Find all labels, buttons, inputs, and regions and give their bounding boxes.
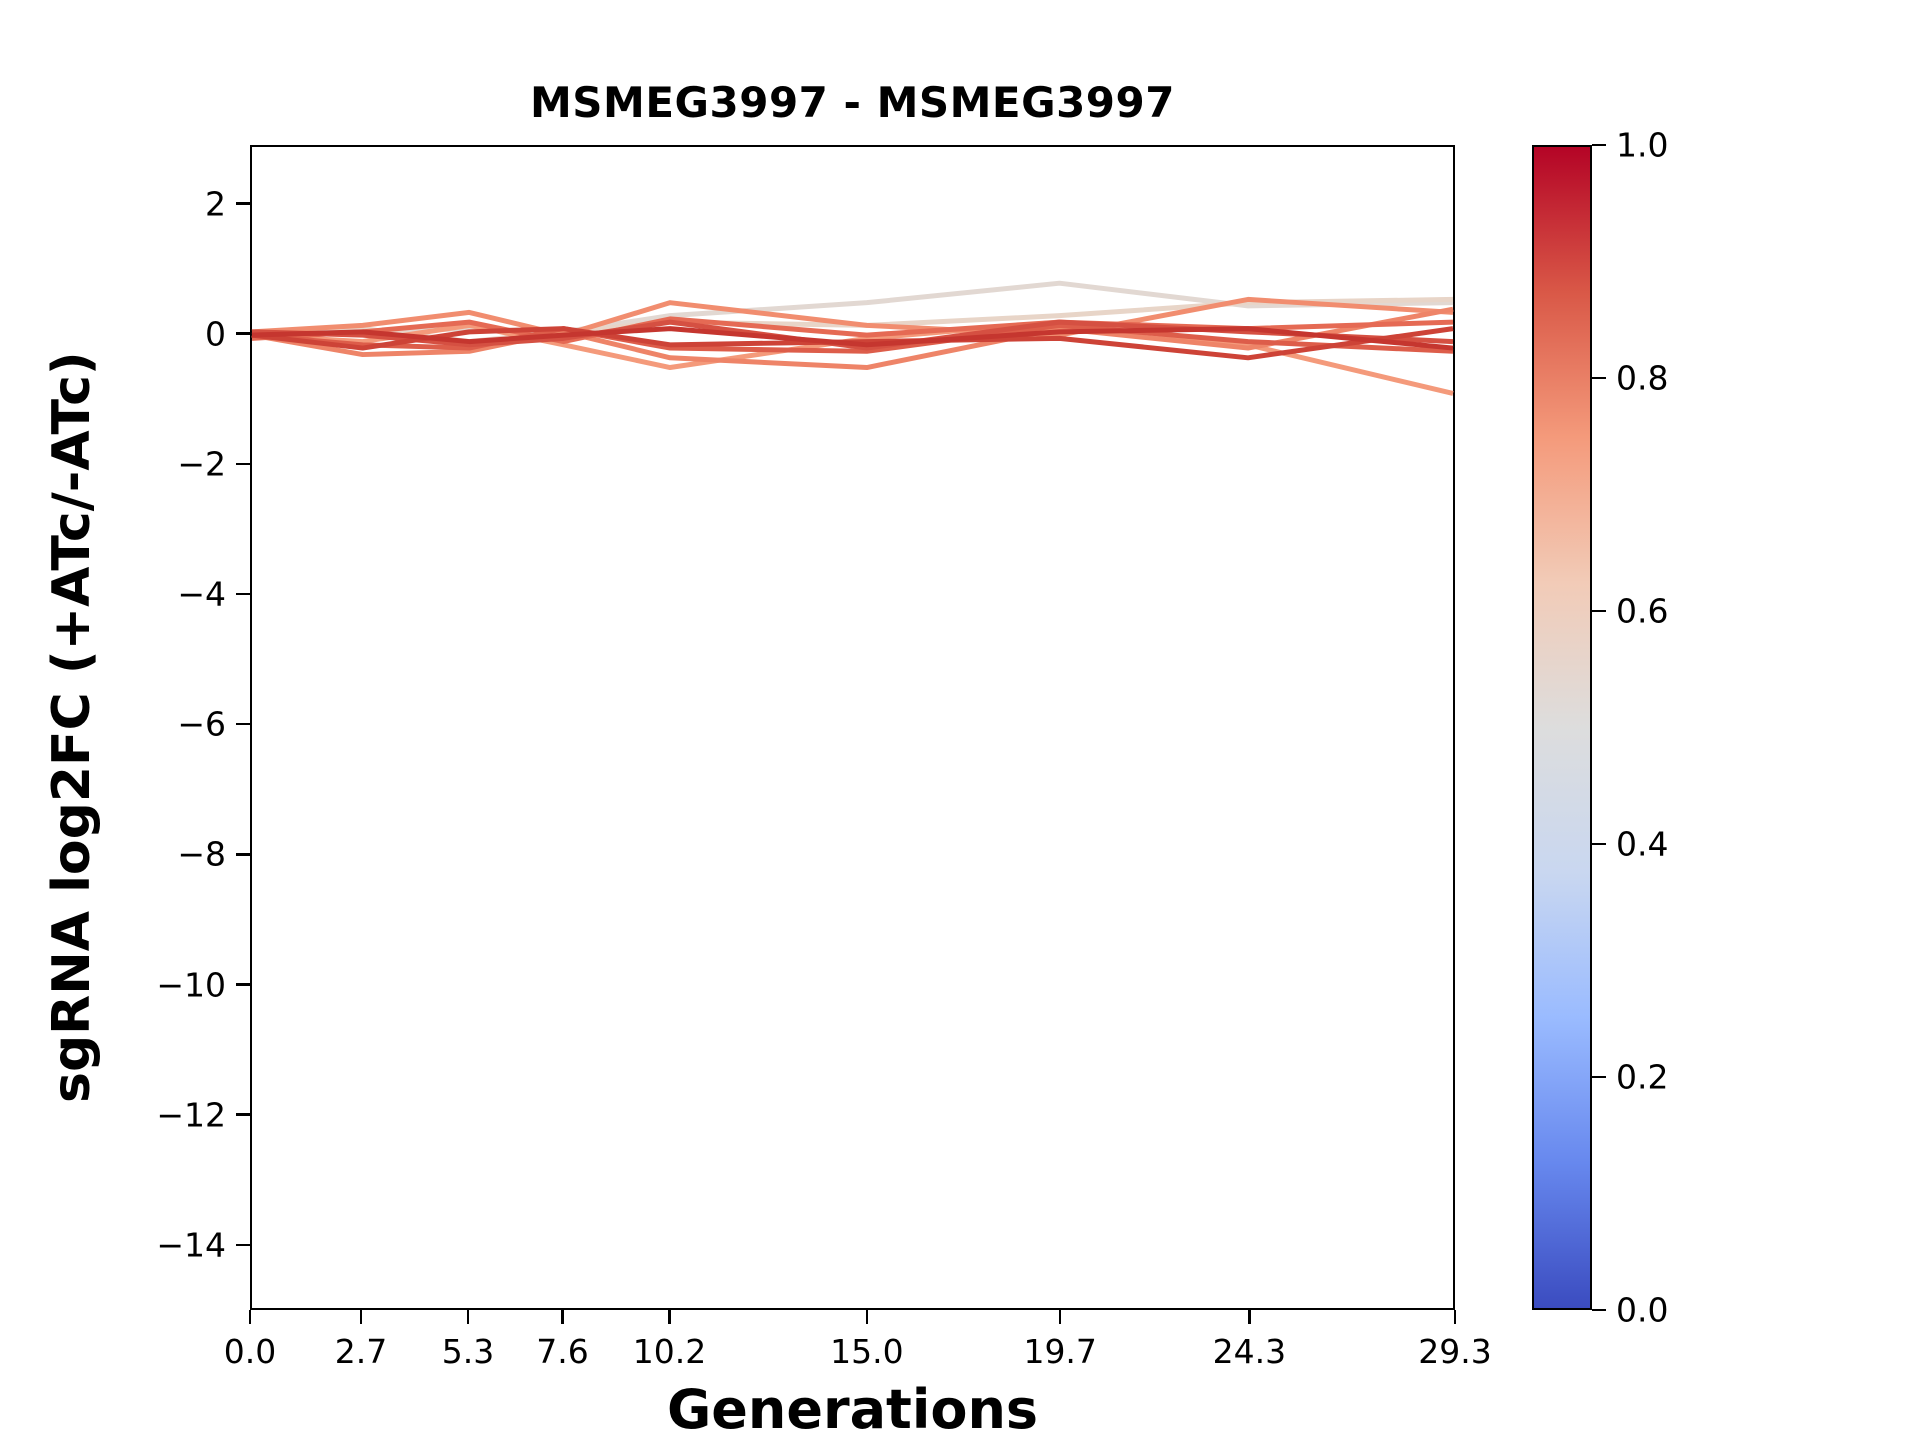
x-tick-label: 7.6 (536, 1332, 589, 1371)
y-tick-mark (236, 332, 250, 335)
x-tick-label: 0.0 (223, 1332, 277, 1371)
y-tick-mark (236, 462, 250, 466)
colorbar-tick-label: 0.6 (1616, 591, 1669, 631)
series-lines (251, 280, 1454, 396)
chart-title: MSMEG3997 - MSMEG3997 (530, 78, 1175, 127)
y-tick-mark (236, 202, 250, 205)
x-tick-mark (359, 1310, 363, 1324)
colorbar-tick-label: 0.2 (1616, 1057, 1669, 1097)
y-tick-mark (236, 592, 250, 596)
y-tick-label: 2 (205, 184, 226, 224)
colorbar-tick-mark (1592, 143, 1606, 147)
x-tick-mark (248, 1310, 252, 1324)
x-tick-mark (561, 1310, 564, 1324)
x-tick-label: 10.2 (632, 1332, 707, 1371)
series-line-5 (251, 306, 1454, 371)
y-tick-label: −12 (156, 1095, 226, 1135)
x-tick-mark (865, 1310, 869, 1324)
y-tick-label: −14 (156, 1225, 226, 1265)
x-tick-mark (668, 1310, 671, 1324)
y-tick-label: 0 (205, 314, 226, 354)
colorbar-gradient (1534, 147, 1590, 1308)
x-tick-label: 29.3 (1418, 1332, 1492, 1371)
colorbar-tick-label: 1.0 (1616, 125, 1669, 165)
colorbar-tick-mark (1592, 1308, 1606, 1312)
x-tick-label: 24.3 (1212, 1332, 1287, 1371)
y-tick-label: −10 (156, 965, 226, 1005)
colorbar (1532, 145, 1592, 1310)
x-tick-label: 19.7 (1023, 1332, 1097, 1371)
x-tick-mark (1453, 1310, 1457, 1324)
y-tick-label: −2 (177, 444, 226, 484)
colorbar-tick-mark (1592, 609, 1606, 613)
x-tick-mark (1058, 1310, 1062, 1324)
colorbar-tick-mark (1592, 1075, 1606, 1079)
colorbar-tick-label: 0.8 (1616, 358, 1669, 398)
y-tick-label: −4 (177, 574, 226, 614)
y-tick-label: −8 (177, 834, 226, 874)
y-axis-label: sgRNA log2FC (+ATc/-ATc) (42, 351, 102, 1104)
y-tick-mark (236, 853, 250, 856)
x-tick-label: 15.0 (830, 1332, 904, 1371)
y-tick-mark (236, 1113, 250, 1116)
x-axis-label: Generations (666, 1378, 1039, 1441)
series-line-9 (251, 326, 1454, 361)
series-line-7 (251, 322, 1454, 354)
colorbar-tick-label: 0.4 (1616, 824, 1669, 864)
x-tick-label: 5.3 (441, 1332, 495, 1371)
series-line-10 (251, 326, 1454, 351)
x-tick-label: 2.7 (334, 1332, 388, 1371)
colorbar-tick-label: 0.0 (1616, 1290, 1669, 1330)
y-tick-mark (236, 983, 250, 986)
y-tick-mark (236, 1243, 250, 1247)
y-tick-label: −6 (177, 704, 226, 744)
colorbar-tick-mark (1592, 376, 1606, 380)
colorbar-tick-mark (1592, 842, 1606, 846)
x-tick-mark (1248, 1310, 1251, 1324)
y-tick-mark (236, 722, 250, 726)
series-line-4 (251, 296, 1454, 338)
plot-area (250, 145, 1455, 1310)
x-tick-mark (466, 1310, 470, 1324)
